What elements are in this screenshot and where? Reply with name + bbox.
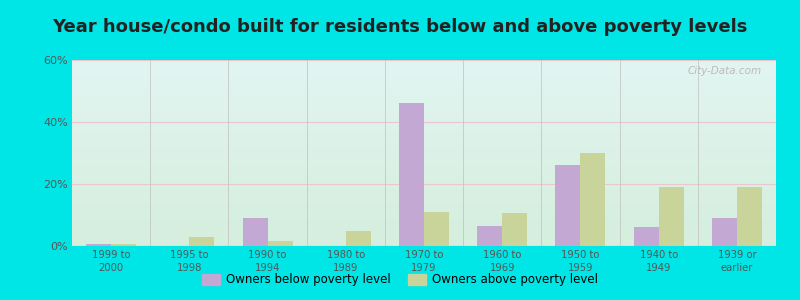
Bar — [242, 218, 267, 246]
Bar — [477, 226, 502, 246]
Text: City-Data.com: City-Data.com — [688, 66, 762, 76]
Bar — [502, 214, 527, 246]
Bar — [267, 241, 293, 246]
Bar — [424, 212, 449, 246]
Bar — [346, 230, 371, 246]
Bar — [86, 244, 111, 246]
Bar — [555, 165, 581, 246]
Legend: Owners below poverty level, Owners above poverty level: Owners below poverty level, Owners above… — [198, 269, 602, 291]
Bar — [399, 103, 424, 246]
Bar — [737, 187, 762, 246]
Bar — [634, 227, 658, 246]
Bar — [712, 218, 737, 246]
Bar — [658, 187, 684, 246]
Text: Year house/condo built for residents below and above poverty levels: Year house/condo built for residents bel… — [52, 18, 748, 36]
Bar — [581, 153, 606, 246]
Bar — [111, 244, 136, 246]
Bar — [190, 237, 214, 246]
